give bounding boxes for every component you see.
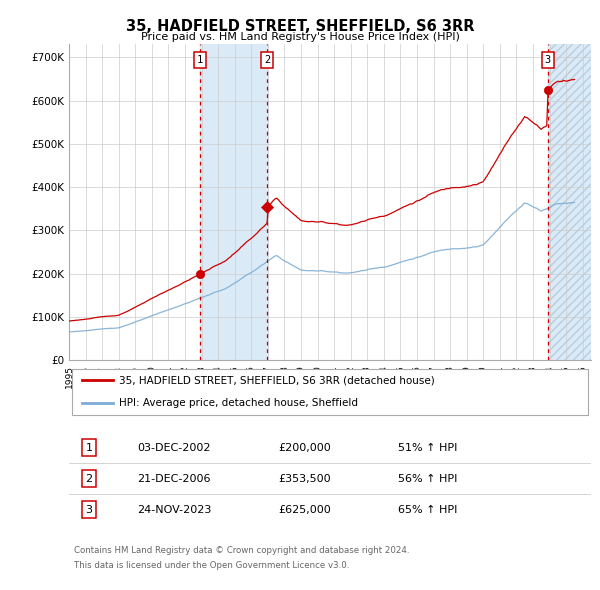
- Text: 35, HADFIELD STREET, SHEFFIELD, S6 3RR: 35, HADFIELD STREET, SHEFFIELD, S6 3RR: [126, 19, 474, 34]
- Text: HPI: Average price, detached house, Sheffield: HPI: Average price, detached house, Shef…: [119, 398, 358, 408]
- Bar: [548, 44, 591, 360]
- Text: £625,000: £625,000: [278, 505, 331, 514]
- Text: £200,000: £200,000: [278, 443, 331, 453]
- Text: 51% ↑ HPI: 51% ↑ HPI: [398, 443, 457, 453]
- Text: 3: 3: [545, 55, 551, 65]
- Text: £353,500: £353,500: [278, 474, 331, 484]
- Text: Contains HM Land Registry data © Crown copyright and database right 2024.: Contains HM Land Registry data © Crown c…: [74, 546, 410, 555]
- Bar: [200, 44, 268, 360]
- Text: Price paid vs. HM Land Registry's House Price Index (HPI): Price paid vs. HM Land Registry's House …: [140, 32, 460, 42]
- Text: 56% ↑ HPI: 56% ↑ HPI: [398, 474, 457, 484]
- FancyBboxPatch shape: [71, 369, 589, 415]
- Text: 35, HADFIELD STREET, SHEFFIELD, S6 3RR (detached house): 35, HADFIELD STREET, SHEFFIELD, S6 3RR (…: [119, 375, 434, 385]
- Text: 1: 1: [85, 443, 92, 453]
- Bar: [548, 44, 591, 360]
- Text: 24-NOV-2023: 24-NOV-2023: [137, 505, 211, 514]
- Text: 65% ↑ HPI: 65% ↑ HPI: [398, 505, 457, 514]
- Text: This data is licensed under the Open Government Licence v3.0.: This data is licensed under the Open Gov…: [74, 561, 350, 571]
- Text: 1: 1: [197, 55, 203, 65]
- Text: 21-DEC-2006: 21-DEC-2006: [137, 474, 211, 484]
- Text: 2: 2: [264, 55, 271, 65]
- Text: 3: 3: [85, 505, 92, 514]
- Text: 03-DEC-2002: 03-DEC-2002: [137, 443, 211, 453]
- Text: 2: 2: [85, 474, 92, 484]
